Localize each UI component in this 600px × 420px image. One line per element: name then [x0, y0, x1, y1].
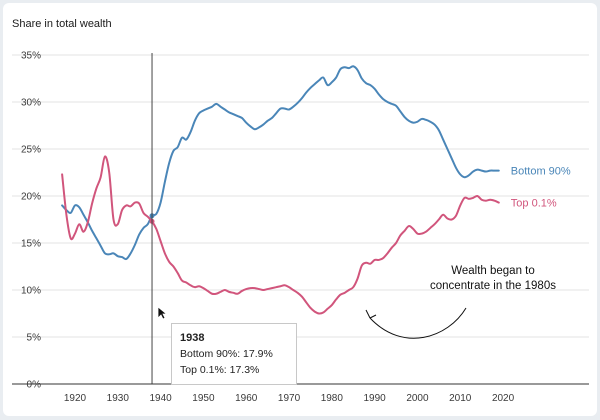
x-tick-label: 1980 — [321, 393, 344, 404]
x-tick-label: 1990 — [364, 393, 387, 404]
series-label-top-0-1: Top 0.1% — [511, 198, 557, 210]
y-tick-label: 10% — [21, 286, 41, 297]
series-label-bottom-90: Bottom 90% — [511, 166, 571, 178]
y-tick-label: 35% — [21, 51, 41, 62]
x-tick-label: 1950 — [192, 393, 215, 404]
y-axis-label: Share in total wealth — [12, 18, 112, 30]
y-tick-label: 15% — [21, 239, 41, 250]
x-tick-label: 1930 — [107, 393, 130, 404]
tooltip-line-bottom-90: Bottom 90%: 17.9% — [180, 348, 273, 360]
series-labels: Bottom 90% Top 0.1% — [511, 166, 571, 210]
annotation-line-2: concentrate in the 1980s — [430, 280, 556, 292]
annotation-line-1: Wealth began to — [451, 265, 535, 277]
tooltip-title: 1938 — [180, 332, 205, 344]
series-layer — [61, 65, 500, 315]
tooltip-line-top-0-1: Top 0.1%: 17.3% — [180, 364, 260, 376]
y-axis-ticks: 0% 5% 10% 15% 20% 25% 30% 35% — [21, 51, 41, 391]
grid-lines — [12, 54, 589, 338]
x-tick-label: 1940 — [149, 393, 172, 404]
annotation-arrowhead — [365, 309, 377, 319]
y-tick-label: 0% — [27, 380, 42, 391]
x-axis-ticks: 1920 1930 1940 1950 1960 1970 1980 1990 2000 2010… — [64, 393, 515, 404]
y-tick-label: 20% — [21, 192, 41, 203]
x-tick-label: 1920 — [64, 393, 87, 404]
series-line-top-0-1 — [61, 155, 500, 315]
x-tick-label: 1970 — [278, 393, 301, 404]
x-tick-label: 1960 — [235, 393, 258, 404]
y-tick-label: 25% — [21, 145, 41, 156]
hover-tooltip: 1938 Bottom 90%: 17.9% Top 0.1%: 17.3% — [171, 323, 297, 385]
chart-frame: 0% 5% 10% 15% 20% 25% 30% 35% 1920 1930 1940 1950 1… — [3, 3, 597, 416]
mouse-pointer-icon — [157, 306, 167, 320]
y-tick-label: 30% — [21, 98, 41, 109]
annotation-arrow — [369, 307, 467, 339]
x-tick-label: 2020 — [492, 393, 515, 404]
series-line-bottom-90 — [61, 65, 500, 261]
x-tick-label: 2010 — [449, 393, 472, 404]
x-tick-label: 2000 — [406, 393, 429, 404]
line-chart: 0%5%10%15%20%25%30%35% 1920 1930 1940 1950 1… — [12, 18, 589, 404]
y-tick-label: 5% — [27, 333, 42, 344]
